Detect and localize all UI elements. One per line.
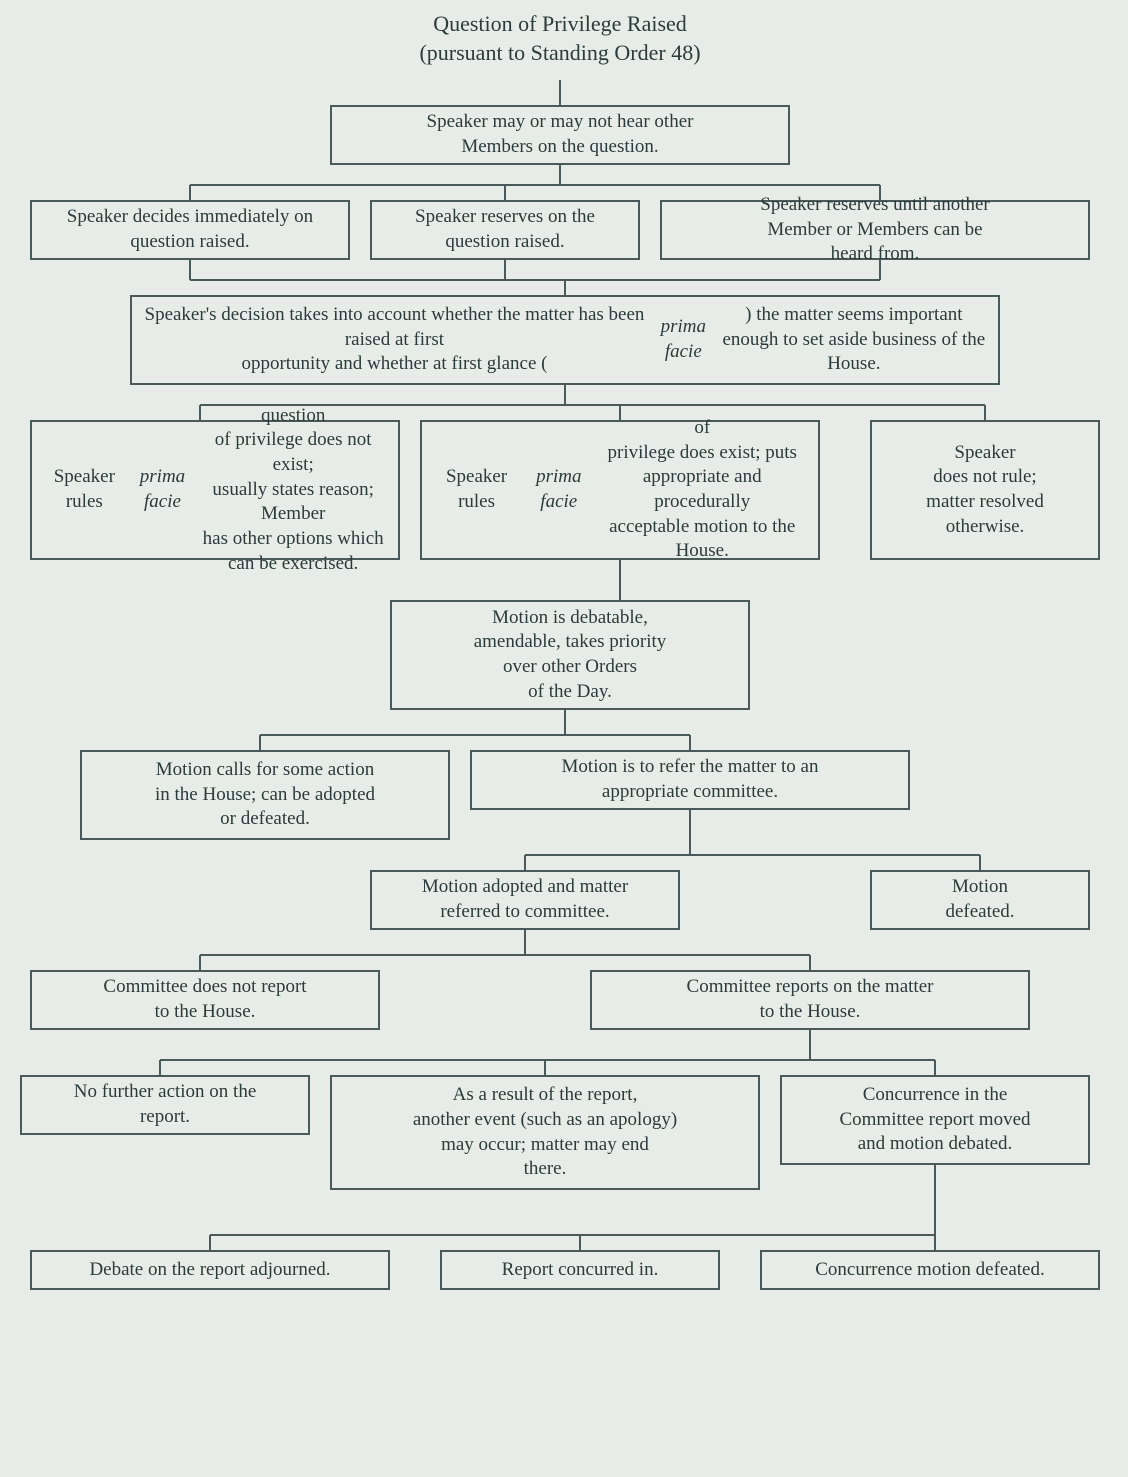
node-rule1: Speaker rules prima facie questionof pri… xyxy=(30,420,400,560)
node-rule3: Speakerdoes not rule;matter resolvedothe… xyxy=(870,420,1100,560)
node-dec2: Speaker reserves on thequestion raised. xyxy=(370,200,640,260)
node-concur: Concurrence in theCommittee report moved… xyxy=(780,1075,1090,1165)
node-account: Speaker's decision takes into account wh… xyxy=(130,295,1000,385)
node-dec3: Speaker reserves until anotherMember or … xyxy=(660,200,1090,260)
node-adopted: Motion adopted and matterreferred to com… xyxy=(370,870,680,930)
node-resultrep: As a result of the report,another event … xyxy=(330,1075,760,1190)
node-dec1: Speaker decides immediately onquestion r… xyxy=(30,200,350,260)
node-debatable: Motion is debatable,amendable, takes pri… xyxy=(390,600,750,710)
node-title: Question of Privilege Raised(pursuant to… xyxy=(300,10,820,67)
node-rule2: Speaker rules prima facie ofprivilege do… xyxy=(420,420,820,560)
node-hear: Speaker may or may not hear otherMembers… xyxy=(330,105,790,165)
node-motion1: Motion calls for some actionin the House… xyxy=(80,750,450,840)
node-motion2: Motion is to refer the matter to anappro… xyxy=(470,750,910,810)
node-adj: Debate on the report adjourned. xyxy=(30,1250,390,1290)
node-nofurther: No further action on thereport. xyxy=(20,1075,310,1135)
node-reports: Committee reports on the matterto the Ho… xyxy=(590,970,1030,1030)
node-noreport: Committee does not reportto the House. xyxy=(30,970,380,1030)
node-condef: Concurrence motion defeated. xyxy=(760,1250,1100,1290)
node-concin: Report concurred in. xyxy=(440,1250,720,1290)
node-defeated: Motiondefeated. xyxy=(870,870,1090,930)
